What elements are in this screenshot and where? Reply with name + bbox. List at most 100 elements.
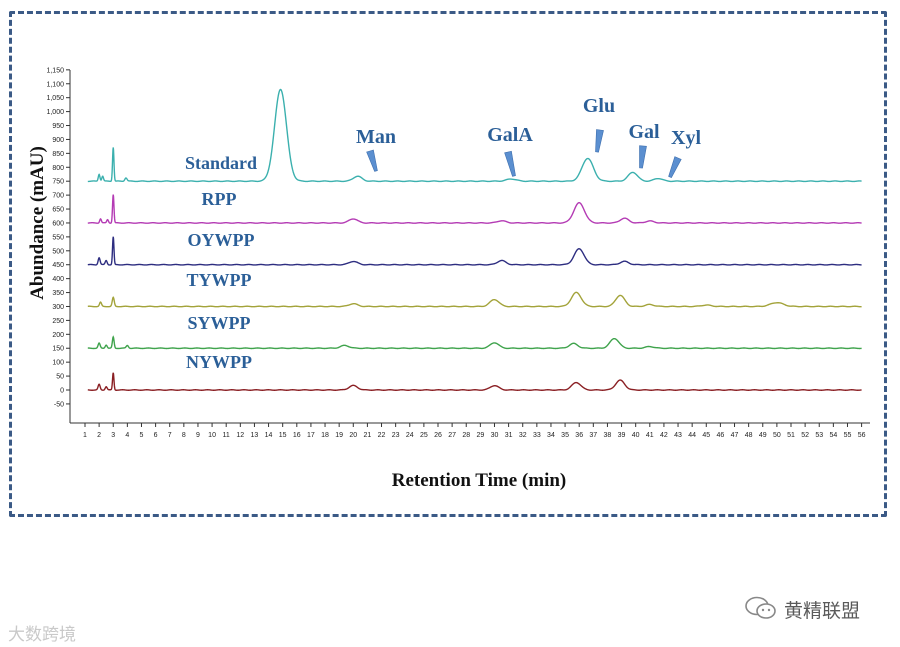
annotation-gala: GalA <box>487 124 533 146</box>
x-tick-label: 10 <box>208 432 216 439</box>
x-tick-label: 45 <box>702 432 710 439</box>
annotation-xyl: Xyl <box>671 127 701 149</box>
series-labels: Standard RPP OYWPP TYWPP SYWPP NYWPP <box>185 153 257 372</box>
y-tick-label: 850 <box>52 151 64 158</box>
y-tick-label: 1,050 <box>46 95 64 102</box>
x-tick-label: 51 <box>787 432 795 439</box>
x-tick-label: 5 <box>140 432 144 439</box>
x-tick-label: 9 <box>196 432 200 439</box>
annotation-arrow-gal <box>639 145 647 169</box>
x-tick-label: 20 <box>349 432 357 439</box>
x-tick-label: 44 <box>688 432 696 439</box>
y-tick-label: 250 <box>52 318 64 325</box>
series-line-standard <box>87 88 862 183</box>
x-tick-label: 30 <box>491 432 499 439</box>
y-tick-label: 50 <box>56 374 64 381</box>
wechat-icon <box>744 595 778 626</box>
x-tick-label: 22 <box>378 432 386 439</box>
x-tick-label: 31 <box>505 432 513 439</box>
x-tick-label: 48 <box>745 432 753 439</box>
y-tick-label: 550 <box>52 234 64 241</box>
annotation-arrow-glu <box>595 129 604 153</box>
peak-annotations: Man GalA Glu Gal Xyl <box>356 95 701 178</box>
x-tick-label: 41 <box>646 432 654 439</box>
annotation-arrow-xyl <box>668 156 682 178</box>
y-tick-label: 1,100 <box>46 81 64 88</box>
series-label-standard: Standard <box>185 153 257 173</box>
x-tick-label: 11 <box>223 432 230 439</box>
x-tick-label: 6 <box>154 432 158 439</box>
y-tick-label: 500 <box>52 248 64 255</box>
y-tick-label: 1,150 <box>46 67 64 74</box>
x-tick-label: 39 <box>618 432 626 439</box>
annotation-glu: Glu <box>583 95 615 117</box>
y-tick-label: 1,000 <box>46 109 64 116</box>
x-tick-label: 42 <box>660 432 668 439</box>
dash-dot-frame <box>9 11 887 517</box>
x-tick-label: 40 <box>632 432 640 439</box>
x-tick-label: 16 <box>293 432 301 439</box>
x-tick-label: 37 <box>589 432 597 439</box>
x-tick-label: 26 <box>434 432 442 439</box>
y-tick-label: 450 <box>52 262 64 269</box>
x-tick-label: 56 <box>858 432 866 439</box>
series-line-oywpp <box>87 236 862 266</box>
x-tick-label: 46 <box>717 432 725 439</box>
y-tick-label: 100 <box>52 360 64 367</box>
y-tick-label: 950 <box>52 123 64 130</box>
y-tick-label: 200 <box>52 332 64 339</box>
series-lines <box>87 88 862 391</box>
x-tick-label: 38 <box>604 432 612 439</box>
x-tick-label: 21 <box>364 432 372 439</box>
x-axis-label: Retention Time (min) <box>392 470 567 491</box>
series-line-tywpp <box>87 291 862 308</box>
y-tick-label: 400 <box>52 276 64 283</box>
x-tick-label: 43 <box>674 432 682 439</box>
y-tick-label: -50 <box>54 401 64 408</box>
x-tick-label: 12 <box>236 432 244 439</box>
x-tick-label: 8 <box>182 432 186 439</box>
series-label-rpp: RPP <box>202 189 237 209</box>
y-tick-label: 600 <box>52 220 64 227</box>
y-tick-label: 650 <box>52 207 64 214</box>
y-tick-label: 800 <box>52 165 64 172</box>
x-tick-label: 47 <box>731 432 739 439</box>
x-tick-label: 24 <box>406 432 414 439</box>
series-label-sywpp: SYWPP <box>188 313 251 333</box>
series-line-sywpp <box>87 335 862 350</box>
y-tick-label: 0 <box>60 388 64 395</box>
y-tick-label: 750 <box>52 179 64 186</box>
series-line-rpp <box>87 194 862 224</box>
watermark-right: 黄精联盟 <box>784 600 861 622</box>
x-tick-label: 13 <box>251 432 259 439</box>
y-tick-label: 350 <box>52 290 64 297</box>
x-tick-label: 33 <box>533 432 541 439</box>
x-tick-label: 34 <box>547 432 555 439</box>
series-label-nywpp: NYWPP <box>186 352 252 372</box>
x-tick-label: 54 <box>829 432 837 439</box>
x-tick-label: 23 <box>392 432 400 439</box>
x-tick-label: 15 <box>279 432 287 439</box>
y-tick-label: 700 <box>52 193 64 200</box>
x-tick-label: 19 <box>335 432 343 439</box>
x-tick-label: 18 <box>321 432 329 439</box>
series-line-nywpp <box>87 372 862 391</box>
annotation-gal: Gal <box>628 121 660 143</box>
y-tick-label: 900 <box>52 137 64 144</box>
axes: -50 0 50 100 150 200 250 300 350 400 450 500 550 600 6… <box>46 67 870 439</box>
x-tick-label: 17 <box>307 432 315 439</box>
annotation-arrow-man <box>366 149 378 172</box>
x-tick-label: 28 <box>462 432 470 439</box>
x-tick-label: 27 <box>448 432 456 439</box>
y-tick-label: 150 <box>52 346 64 353</box>
x-tick-label: 29 <box>476 432 484 439</box>
x-tick-label: 1 <box>83 432 87 439</box>
y-tick-label: 300 <box>52 304 64 311</box>
x-tick-label: 36 <box>575 432 583 439</box>
watermark-left: 大数跨境 <box>8 625 76 645</box>
series-label-tywpp: TYWPP <box>187 270 252 290</box>
annotation-arrow-gala <box>504 150 516 177</box>
x-tick-label: 3 <box>111 432 115 439</box>
x-tick-label: 25 <box>420 432 428 439</box>
